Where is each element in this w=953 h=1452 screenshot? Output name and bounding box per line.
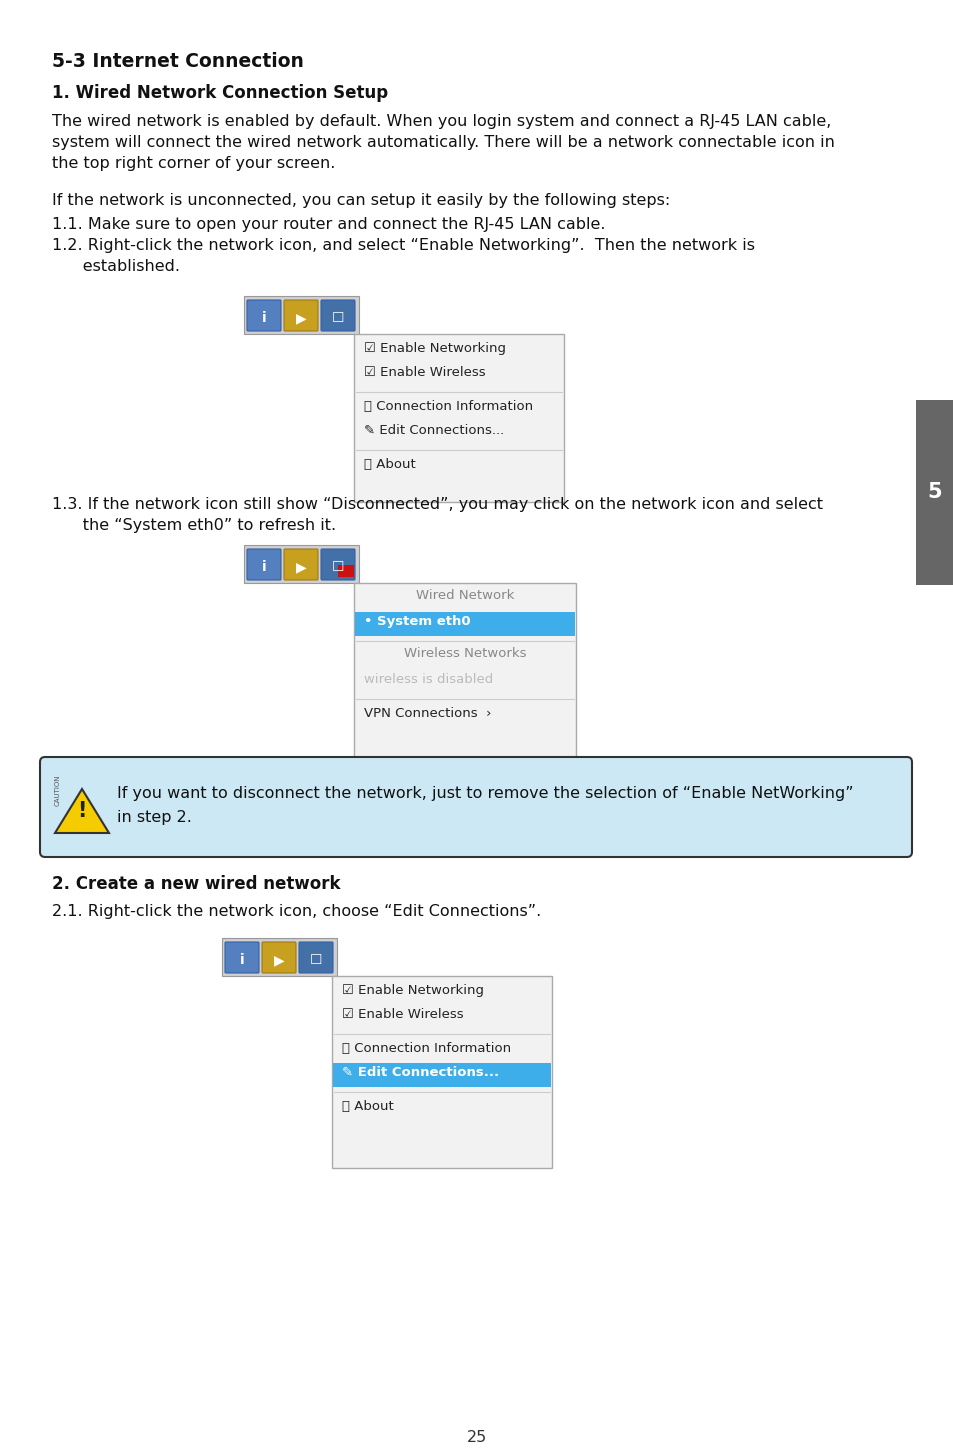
- Text: 5: 5: [926, 482, 942, 502]
- FancyBboxPatch shape: [354, 584, 576, 761]
- FancyBboxPatch shape: [40, 756, 911, 857]
- FancyBboxPatch shape: [333, 1063, 551, 1088]
- Text: Wireless Networks: Wireless Networks: [403, 648, 526, 661]
- FancyBboxPatch shape: [225, 942, 258, 973]
- Text: ⓘ Connection Information: ⓘ Connection Information: [364, 399, 533, 412]
- Text: ⓘ Connection Information: ⓘ Connection Information: [341, 1043, 511, 1056]
- Text: CAUTION: CAUTION: [55, 774, 61, 806]
- Text: ☑ Enable Wireless: ☑ Enable Wireless: [364, 366, 485, 379]
- FancyBboxPatch shape: [244, 296, 358, 334]
- Text: ☑ Enable Networking: ☑ Enable Networking: [341, 984, 483, 998]
- Text: 2. Create a new wired network: 2. Create a new wired network: [52, 876, 340, 893]
- Text: If you want to disconnect the network, just to remove the selection of “Enable N: If you want to disconnect the network, j…: [117, 786, 853, 802]
- Text: the “System eth0” to refresh it.: the “System eth0” to refresh it.: [52, 518, 335, 533]
- Text: ⬦ About: ⬦ About: [341, 1101, 394, 1114]
- Text: i: i: [261, 311, 266, 325]
- FancyBboxPatch shape: [262, 942, 295, 973]
- FancyBboxPatch shape: [244, 544, 358, 584]
- FancyBboxPatch shape: [247, 549, 281, 579]
- FancyBboxPatch shape: [354, 334, 563, 502]
- FancyBboxPatch shape: [355, 611, 575, 636]
- Text: 1.3. If the network icon still show “Disconnected”, you may click on the network: 1.3. If the network icon still show “Dis…: [52, 497, 822, 513]
- Text: ✎ Edit Connections...: ✎ Edit Connections...: [341, 1066, 498, 1079]
- Text: in step 2.: in step 2.: [117, 810, 192, 825]
- Text: ☐: ☐: [332, 311, 344, 325]
- Text: !: !: [77, 802, 87, 820]
- Text: 5-3 Internet Connection: 5-3 Internet Connection: [52, 52, 304, 71]
- Text: ✎ Edit Connections...: ✎ Edit Connections...: [364, 424, 504, 437]
- Text: 1. Wired Network Connection Setup: 1. Wired Network Connection Setup: [52, 84, 388, 102]
- Text: ▶: ▶: [295, 560, 306, 574]
- Polygon shape: [55, 788, 109, 833]
- Text: Wired Network: Wired Network: [416, 590, 514, 603]
- FancyBboxPatch shape: [332, 976, 552, 1167]
- Text: 1.2. Right-click the network icon, and select “Enable Networking”.  Then the net: 1.2. Right-click the network icon, and s…: [52, 238, 754, 253]
- Text: ☑ Enable Wireless: ☑ Enable Wireless: [341, 1008, 463, 1021]
- Text: The wired network is enabled by default. When you login system and connect a RJ-: The wired network is enabled by default.…: [52, 115, 830, 129]
- Text: VPN Connections  ›: VPN Connections ›: [364, 707, 491, 720]
- Text: ☐: ☐: [332, 560, 344, 574]
- FancyBboxPatch shape: [247, 301, 281, 331]
- FancyBboxPatch shape: [298, 942, 333, 973]
- FancyBboxPatch shape: [222, 938, 336, 976]
- Text: • System eth0: • System eth0: [364, 616, 470, 629]
- Text: ⬦ About: ⬦ About: [364, 457, 416, 470]
- FancyBboxPatch shape: [337, 565, 354, 576]
- Text: ☑ Enable Networking: ☑ Enable Networking: [364, 343, 505, 354]
- Text: 25: 25: [466, 1430, 487, 1445]
- Text: i: i: [261, 560, 266, 574]
- Text: 2.1. Right-click the network icon, choose “Edit Connections”.: 2.1. Right-click the network icon, choos…: [52, 905, 540, 919]
- FancyBboxPatch shape: [284, 549, 317, 579]
- Text: ▶: ▶: [295, 311, 306, 325]
- Text: the top right corner of your screen.: the top right corner of your screen.: [52, 155, 335, 171]
- Text: system will connect the wired network automatically. There will be a network con: system will connect the wired network au…: [52, 135, 834, 150]
- Text: i: i: [239, 953, 244, 967]
- FancyBboxPatch shape: [320, 549, 355, 579]
- Text: ☐: ☐: [310, 953, 322, 967]
- Text: 1.1. Make sure to open your router and connect the RJ-45 LAN cable.: 1.1. Make sure to open your router and c…: [52, 216, 605, 232]
- FancyBboxPatch shape: [915, 399, 953, 585]
- Text: wireless is disabled: wireless is disabled: [364, 672, 493, 685]
- Text: established.: established.: [52, 258, 180, 274]
- FancyBboxPatch shape: [320, 301, 355, 331]
- Text: ▶: ▶: [274, 953, 284, 967]
- FancyBboxPatch shape: [284, 301, 317, 331]
- Text: If the network is unconnected, you can setup it easily by the following steps:: If the network is unconnected, you can s…: [52, 193, 670, 208]
